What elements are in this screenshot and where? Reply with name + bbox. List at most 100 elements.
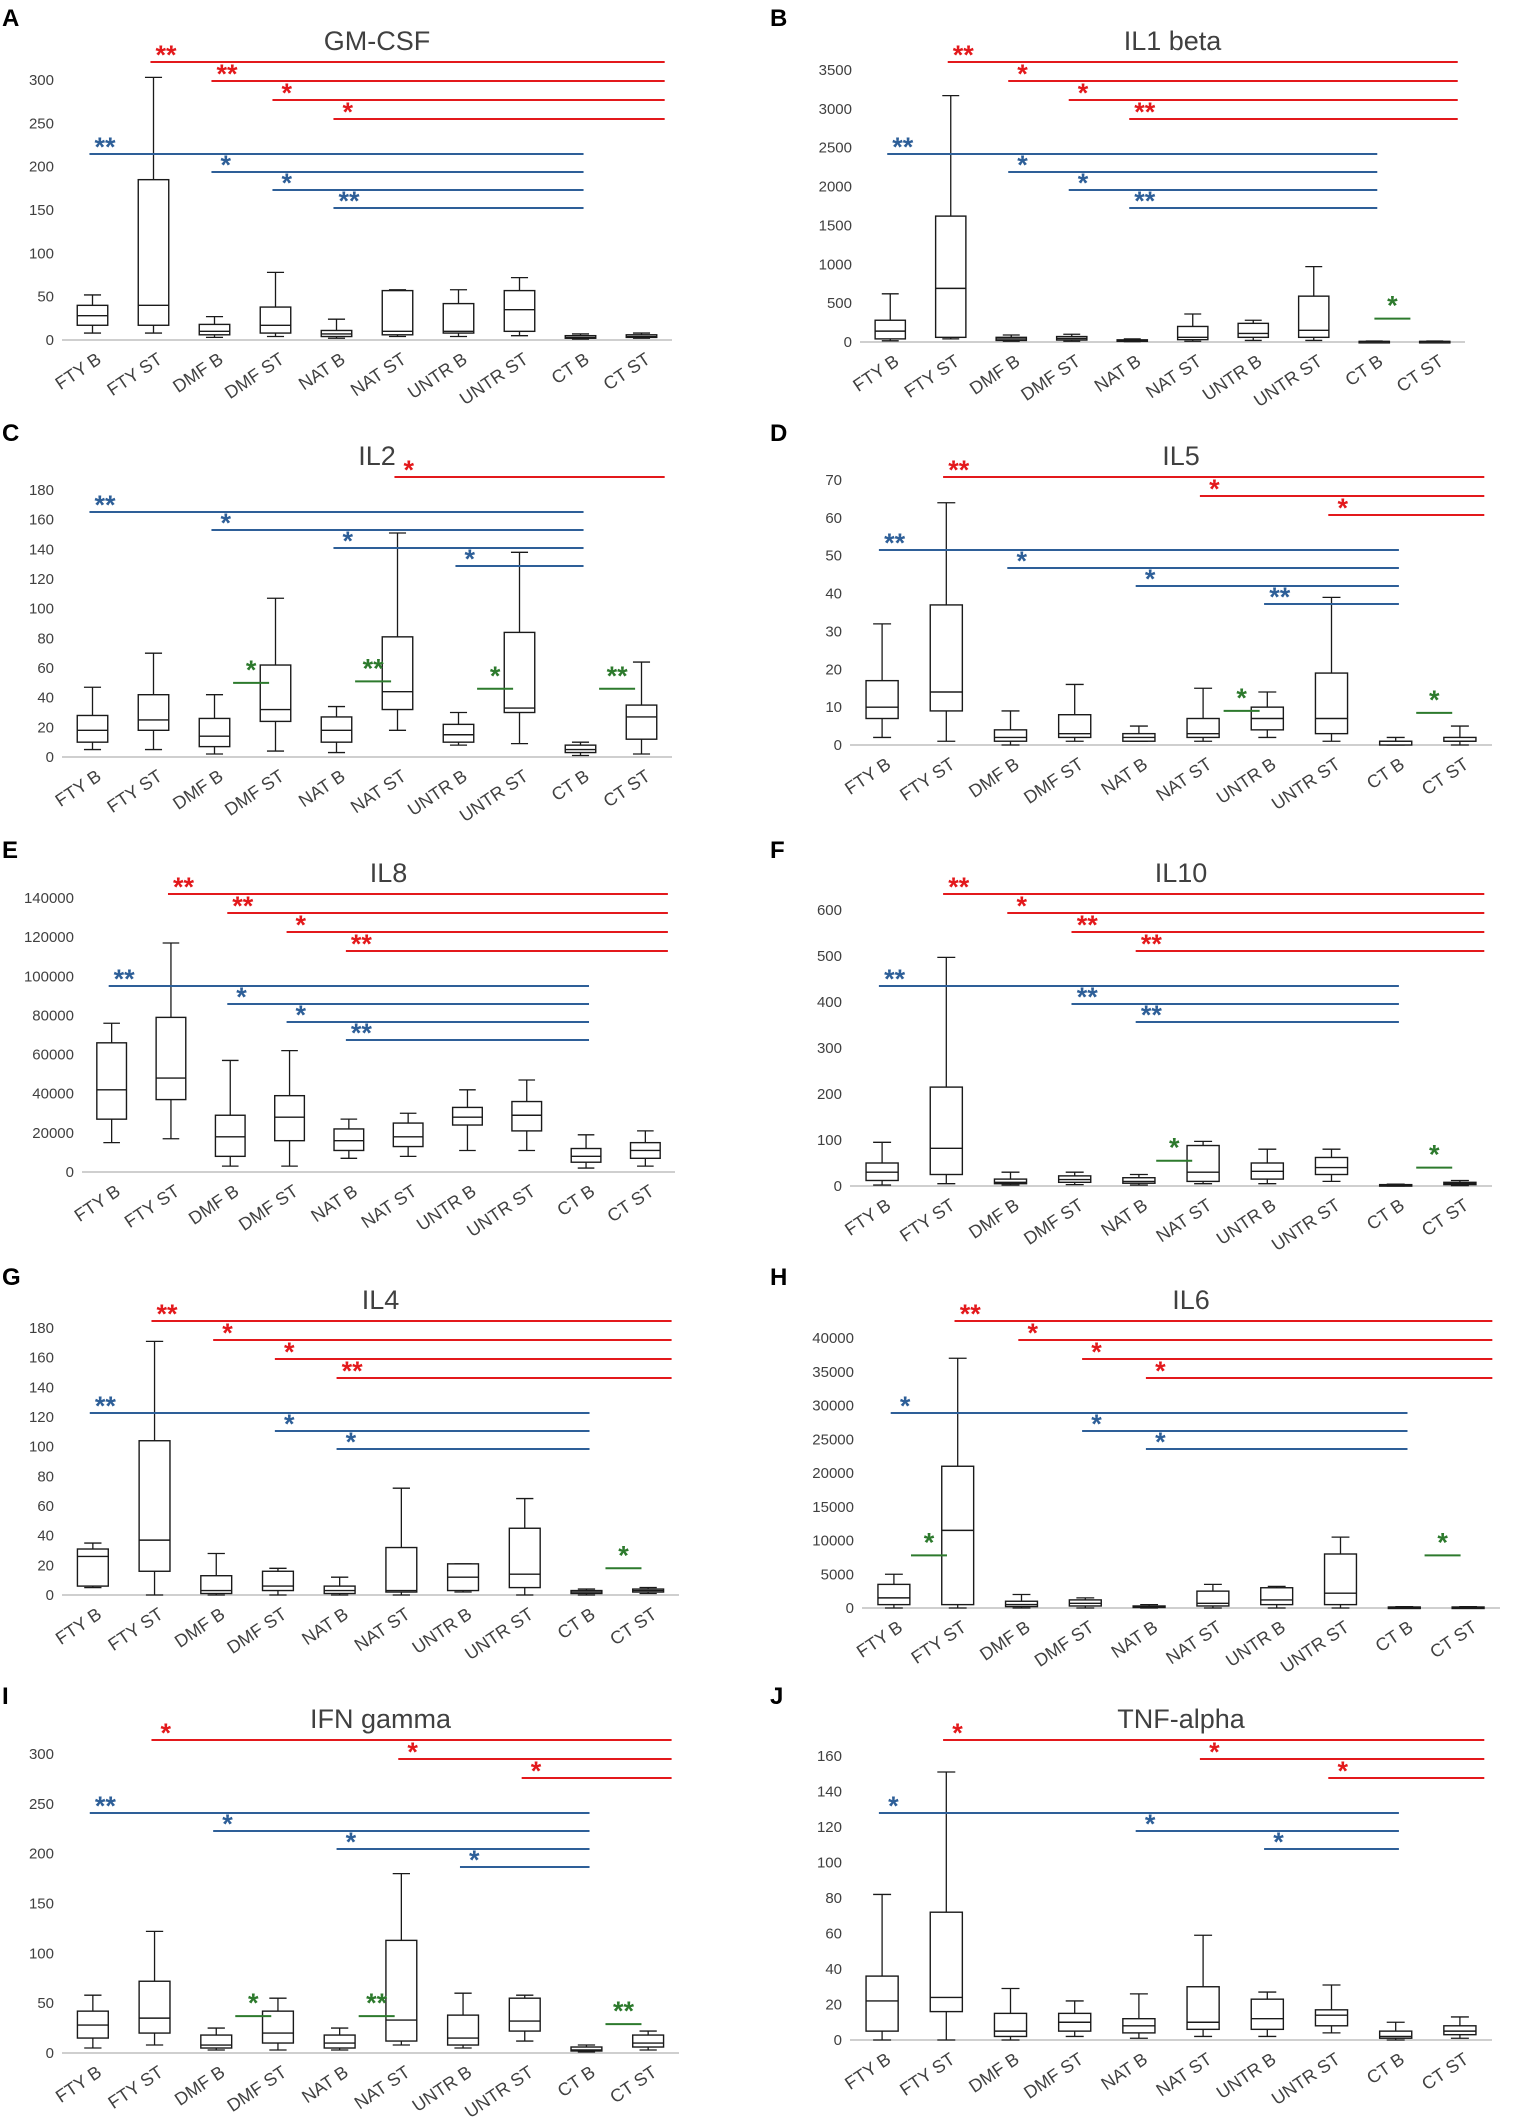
x-tick-label: DMF ST — [1031, 1617, 1098, 1671]
significance-stars: ** — [351, 929, 373, 959]
box-iqr — [1314, 1156, 1349, 1176]
box-dmf-b — [200, 1552, 233, 1596]
box-fty-st — [137, 76, 170, 334]
significance-stars: ** — [1141, 929, 1163, 959]
box-fty-b — [865, 623, 899, 739]
x-tick-label: DMF B — [169, 349, 227, 397]
box-ct-st — [632, 1586, 665, 1595]
significance-stars: * — [1209, 1737, 1220, 1767]
box-dmf-b — [1004, 1593, 1039, 1609]
y-tick-label: 0 — [66, 1164, 74, 1181]
x-tick-label: CT B — [548, 766, 593, 805]
x-tick-label: UNTR ST — [1250, 351, 1326, 411]
panel-label: D — [770, 420, 787, 447]
box-iqr — [96, 1042, 128, 1120]
box-dmf-b — [198, 694, 231, 755]
y-tick-label: 140 — [817, 1784, 842, 1801]
box-fty-b — [76, 1542, 109, 1589]
box-untr-st — [1323, 1536, 1358, 1609]
significance-bracket-red: * — [1008, 59, 1458, 89]
box-iqr — [259, 306, 292, 334]
box-ct-st — [1451, 1606, 1485, 1610]
y-tick-label: 120000 — [24, 929, 74, 946]
x-tick-label: NAT B — [298, 1604, 352, 1649]
x-tick-label: CT ST — [1418, 1195, 1472, 1240]
significance-stars: * — [284, 1409, 295, 1439]
significance-stars: * — [1387, 291, 1398, 321]
significance-stars: ** — [95, 490, 117, 520]
box-iqr — [503, 631, 536, 714]
box-nat-b — [323, 1576, 356, 1596]
box-dmf-b — [200, 2027, 233, 2051]
y-tick-label: 140000 — [24, 890, 74, 907]
box-nat-st — [381, 289, 414, 338]
x-tick-label: DMF ST — [221, 766, 288, 820]
y-tick-label: 0 — [46, 2045, 54, 2062]
y-tick-label: 200 — [29, 159, 54, 176]
box-iqr — [508, 1997, 541, 2032]
x-tick-label: FTY B — [52, 1604, 105, 1649]
y-tick-label: 150 — [29, 202, 54, 219]
x-tick-label: UNTR ST — [1268, 1195, 1344, 1255]
box-iqr — [993, 1178, 1028, 1185]
x-tick-label: UNTR ST — [456, 349, 532, 409]
significance-stars: ** — [960, 1299, 982, 1329]
significance-stars: * — [1273, 1827, 1284, 1857]
significance-marker-green: ** — [355, 653, 392, 683]
significance-bracket-red: * — [1199, 1737, 1485, 1767]
box-dmf-st — [1057, 2000, 1092, 2038]
box-nat-b — [1122, 1993, 1156, 2039]
x-tick-label: FTY ST — [896, 2049, 958, 2100]
significance-bracket-blue: ** — [1071, 982, 1399, 1012]
y-tick-label: 5000 — [821, 1566, 854, 1583]
significance-stars: * — [1017, 891, 1028, 921]
x-tick-label: DMF B — [976, 1617, 1034, 1665]
significance-bracket-red: * — [943, 1718, 1485, 1748]
significance-stars: ** — [1077, 982, 1099, 1012]
box-untr-b — [1250, 1148, 1285, 1185]
box-ct-st — [1443, 2016, 1477, 2039]
x-tick-label: CT ST — [1393, 351, 1447, 396]
box-iqr — [929, 1086, 964, 1176]
significance-stars: ** — [157, 1299, 179, 1329]
significance-bracket-blue: * — [272, 168, 584, 198]
y-tick-label: 160 — [29, 512, 54, 529]
box-iqr — [1314, 672, 1349, 735]
significance-bracket-blue: * — [1008, 150, 1378, 180]
significance-stars: ** — [366, 1988, 388, 2018]
box-iqr — [76, 714, 109, 743]
x-tick-label: NAT ST — [1152, 2049, 1215, 2100]
x-tick-label: FTY B — [52, 349, 105, 394]
box-dmf-st — [1057, 1171, 1092, 1186]
box-dmf-st — [261, 1567, 295, 1596]
significance-stars: * — [1078, 78, 1089, 108]
significance-bracket-blue: * — [890, 1391, 1408, 1421]
chart-panel-j: J TNF-alpha 0 20 40 60 80 100 120 140 160 FTY B FTY … — [770, 1683, 1492, 2109]
significance-stars: * — [296, 1000, 307, 1030]
x-tick-label: FTY ST — [908, 1617, 970, 1668]
x-tick-label: CT B — [1363, 754, 1408, 793]
x-tick-label: CT ST — [606, 1604, 660, 1649]
box-ct-st — [625, 332, 658, 339]
significance-stars: ** — [1134, 186, 1156, 216]
significance-marker-green: * — [1424, 1527, 1461, 1557]
box-nat-st — [385, 1487, 418, 1596]
x-tick-label: CT ST — [1426, 1617, 1480, 1662]
box-iqr — [138, 1440, 171, 1572]
x-tick-label: DMF B — [185, 1181, 243, 1229]
significance-stars: * — [1429, 1140, 1440, 1170]
x-tick-label: UNTR ST — [1268, 2049, 1344, 2109]
box-iqr — [1186, 1144, 1220, 1183]
x-tick-label: DMF ST — [1020, 2049, 1087, 2103]
significance-bracket-blue: * — [1135, 1809, 1399, 1839]
y-tick-label: 100 — [817, 1132, 842, 1149]
x-tick-label: CT ST — [606, 2062, 660, 2107]
significance-bracket-red: * — [521, 1756, 672, 1786]
box-iqr — [874, 319, 907, 340]
x-tick-label: CT B — [553, 1181, 598, 1220]
y-tick-label: 20 — [825, 1997, 842, 2014]
significance-marker-green: ** — [358, 1988, 395, 2018]
box-ct-st — [625, 661, 658, 755]
panel-label: F — [770, 837, 785, 864]
